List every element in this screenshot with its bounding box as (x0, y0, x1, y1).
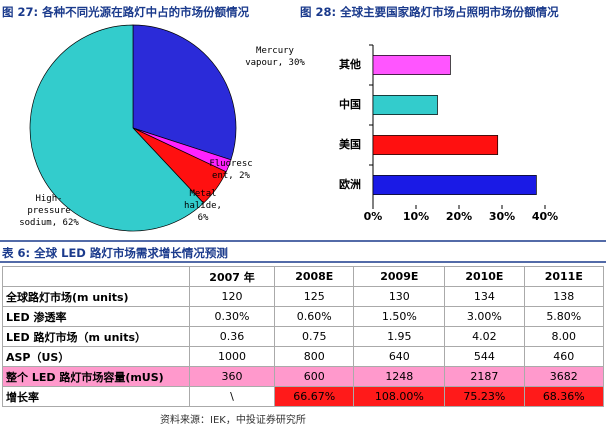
table-cell: 1248 (353, 366, 446, 387)
table-cell: 3682 (523, 366, 605, 387)
table-cell: 2187 (444, 366, 525, 387)
x-tick-label: 20% (446, 210, 472, 223)
table-cell: 2007 年 (188, 266, 276, 287)
table-cell: 120 (188, 286, 276, 307)
y-tick-label: 美国 (339, 137, 361, 151)
table-cell: 134 (444, 286, 525, 307)
table-cell: 2011E (523, 266, 605, 287)
table: 2007 年 2008E 2009E 2010E 2011E 全球路灯市场(m units… (2, 266, 605, 407)
table-cell: 800 (274, 346, 355, 367)
table-cell: 66.67% (274, 386, 355, 407)
slice-label: Metal halide, 6% (184, 189, 222, 223)
table-title: 表 6: 全球 LED 路灯市场需求增长情况预测 (2, 246, 228, 260)
table-cell: 68.36% (523, 386, 605, 407)
table-cell: LED 路灯市场（m units） (2, 326, 190, 347)
table-cell: 2009E (353, 266, 446, 287)
table-row: LED 路灯市场（m units） 0.36 0.75 1.95 4.02 8.00 (2, 326, 605, 347)
table-cell: 2010E (444, 266, 525, 287)
table-cell: \ (188, 386, 276, 407)
pie-slice (29, 24, 205, 232)
y-tick-label: 中国 (339, 97, 361, 111)
table-row: ASP（US） 1000 800 640 544 460 (2, 346, 605, 367)
x-tick-label: 30% (489, 210, 515, 223)
table-cell: 1.95 (353, 326, 446, 347)
source: 资料来源：IEK，中投证券研究所 (160, 415, 306, 426)
table-cell: 0.36 (188, 326, 276, 347)
table-cell: 2008E (274, 266, 355, 287)
table-row: 整个 LED 路灯市场容量(mUS) 360 600 1248 2187 3682 (2, 366, 605, 387)
pie-slice (132, 24, 237, 161)
bar (372, 175, 537, 195)
bar (372, 135, 499, 155)
table-cell: 130 (353, 286, 446, 307)
table-row: LED 渗透率 0.30% 0.60% 1.50% 3.00% 5.80% (2, 306, 605, 327)
bar (372, 95, 438, 115)
table-cell: 138 (523, 286, 605, 307)
slice-label: Mercury vapour, 30% (245, 46, 305, 68)
y-tick-label: 其他 (339, 57, 361, 71)
table-cell: 5.80% (523, 306, 605, 327)
table-cell: 360 (188, 366, 276, 387)
table-cell: LED 渗透率 (2, 306, 190, 327)
table-cell: ASP（US） (2, 346, 190, 367)
table-cell: 4.02 (444, 326, 525, 347)
table-row: 增长率 \ 66.67% 108.00% 75.23% 68.36% (2, 386, 605, 407)
y-tick-label: 欧洲 (339, 177, 361, 191)
table-cell: 0.30% (188, 306, 276, 327)
table-cell: 全球路灯市场(m units) (2, 286, 190, 307)
table-cell: 125 (274, 286, 355, 307)
table-cell: 8.00 (523, 326, 605, 347)
x-tick-label: 10% (403, 210, 429, 223)
table-cell: 1000 (188, 346, 276, 367)
table-cell: 1.50% (353, 306, 446, 327)
x-tick-label: 40% (532, 210, 558, 223)
table-cell: 增长率 (2, 386, 190, 407)
table-cell: 75.23% (444, 386, 525, 407)
slice-label: Fluoresc ent, 2% (209, 159, 253, 181)
table-cell (2, 266, 190, 287)
table-cell: 544 (444, 346, 525, 367)
bar-title: 图 28: 全球主要国家路灯市场占照明市场份额情况 (300, 5, 559, 19)
table-cell: 460 (523, 346, 605, 367)
table-cell: 108.00% (353, 386, 446, 407)
slice-label: High-pressure sodium, 62% (19, 194, 79, 228)
table-cell: 整个 LED 路灯市场容量(mUS) (2, 366, 190, 387)
table-cell: 0.75 (274, 326, 355, 347)
bar (372, 55, 451, 75)
table-row: 全球路灯市场(m units) 120 125 130 134 138 (2, 286, 605, 307)
x-tick-label: 0% (364, 210, 383, 223)
table-cell: 600 (274, 366, 355, 387)
table-cell: 3.00% (444, 306, 525, 327)
table-row: 2007 年 2008E 2009E 2010E 2011E (2, 266, 605, 287)
table-cell: 640 (353, 346, 446, 367)
table-cell: 0.60% (274, 306, 355, 327)
pie-title: 图 27: 各种不同光源在路灯中占的市场份额情况 (2, 5, 250, 19)
